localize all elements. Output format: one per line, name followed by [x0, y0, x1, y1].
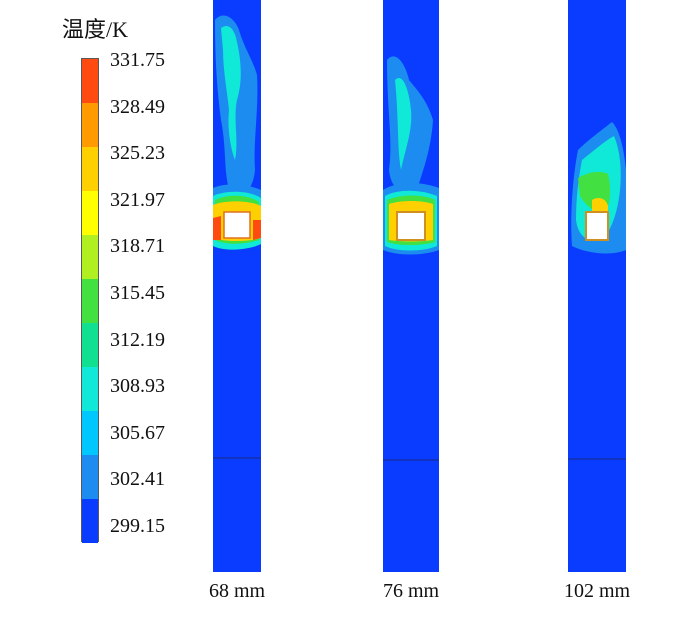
colorbar-tick-label: 328.49 [110, 95, 165, 118]
legend-title: 温度/K [62, 17, 129, 42]
colorbar-segment [82, 367, 98, 411]
temperature-contour-hottest [253, 220, 261, 240]
colorbar-segment [82, 279, 98, 323]
colorbar-tick-label: 305.67 [110, 421, 165, 444]
colorbar-segment [82, 191, 98, 235]
panel-label-76mm: 76 mm [382, 580, 440, 602]
colorbar-tick-label: 299.15 [110, 515, 165, 537]
temperature-contour-mid [395, 78, 412, 170]
colorbar-tick-label: 312.19 [110, 328, 165, 351]
colorbar-segment [82, 411, 98, 455]
colorbar-segment [82, 103, 98, 147]
temperature-colorbar [81, 58, 99, 543]
panel-label-68mm: 68 mm [208, 580, 266, 602]
temperature-contour-hottest [213, 216, 221, 240]
colorbar-segment [82, 323, 98, 367]
contour-panel-68mm [213, 0, 261, 572]
contour-panel-102mm [568, 0, 626, 572]
colorbar-segment [82, 59, 98, 103]
colorbar-segment [82, 455, 98, 499]
colorbar-tick-label: 321.97 [110, 188, 165, 211]
colorbar-tick-label: 308.93 [110, 375, 165, 398]
colorbar-tick-label: 318.71 [110, 235, 165, 258]
colorbar-segment [82, 499, 98, 543]
colorbar-segment [82, 147, 98, 191]
colorbar-tick-label: 325.23 [110, 142, 165, 165]
colorbar-segment [82, 235, 98, 279]
temperature-field-102mm [568, 0, 626, 572]
temperature-field-76mm [383, 0, 439, 572]
colorbar-tick-label: 315.45 [110, 282, 165, 304]
colorbar-tick-label: 331.75 [110, 49, 165, 71]
temperature-field-68mm [213, 0, 261, 572]
colorbar-tick-label: 302.41 [110, 468, 165, 491]
contour-panel-76mm [383, 0, 439, 572]
temperature-contour-mid [221, 25, 241, 160]
panel-label-102mm: 102 mm [563, 580, 631, 602]
